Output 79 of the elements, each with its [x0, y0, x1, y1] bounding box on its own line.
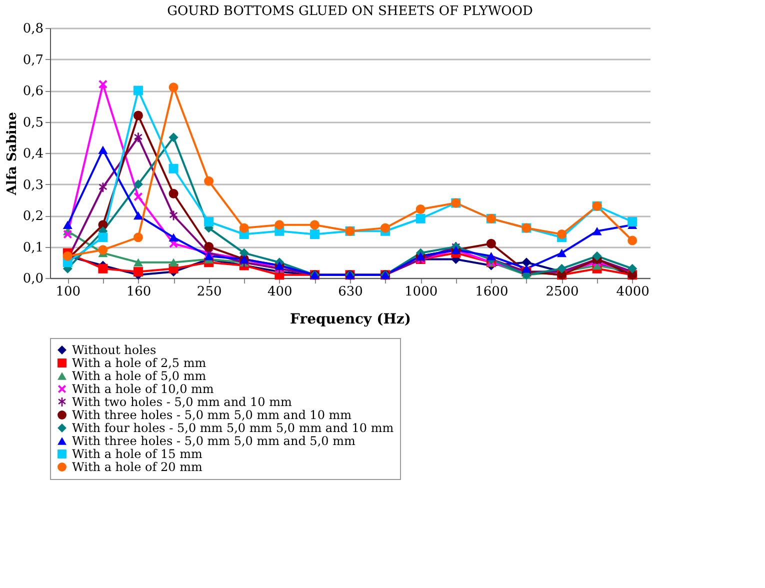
point — [310, 220, 320, 230]
point — [98, 182, 107, 192]
point — [168, 188, 178, 198]
point — [133, 86, 143, 96]
point — [239, 223, 249, 233]
point — [168, 82, 178, 92]
point — [522, 258, 532, 268]
x-tick-label: 1600 — [475, 284, 508, 300]
legend-label: With a hole of 15 mm — [72, 447, 203, 461]
point — [98, 146, 108, 154]
legend-label: Without holes — [72, 343, 156, 357]
point — [133, 110, 143, 120]
y-tick-label: 0,6 — [22, 84, 44, 99]
x-tick-label: 4000 — [616, 284, 650, 300]
point — [133, 258, 143, 266]
x-tick-label: 2500 — [546, 284, 579, 300]
legend-label: With three holes - 5,0 mm 5,0 mm and 10 mm — [72, 408, 352, 422]
y-tick-label: 0,8 — [22, 22, 44, 36]
point — [134, 132, 142, 142]
point — [204, 252, 214, 260]
point — [486, 238, 496, 248]
point — [133, 267, 143, 276]
x-tick-label: 160 — [126, 284, 152, 300]
chart-title: GOURD BOTTOMS GLUED ON SHEETS OF PLYWOOD — [167, 4, 533, 19]
point — [63, 230, 72, 239]
point — [98, 80, 108, 89]
point — [628, 264, 638, 274]
y-tick-label: 0,5 — [22, 115, 44, 130]
y-axis-title: Alfa Sabine — [4, 112, 20, 196]
y-tick-label: 0,4 — [22, 146, 44, 162]
point — [416, 214, 426, 224]
point — [168, 164, 178, 174]
x-axis-title: Frequency (Hz) — [290, 312, 411, 328]
x-tick-label: 400 — [268, 284, 292, 300]
legend-label: With a hole of 2,5 mm — [72, 356, 207, 370]
point — [204, 176, 214, 186]
point — [592, 251, 602, 261]
point — [133, 180, 143, 189]
x-tick-label: 630 — [338, 284, 363, 300]
legend-label: With a hole of 5,0 mm — [72, 369, 207, 383]
point — [416, 204, 426, 214]
y-tick-label: 0,0 — [22, 272, 44, 286]
point — [134, 192, 143, 202]
y-tick-label: 0,1 — [22, 240, 44, 256]
point — [628, 236, 638, 246]
point — [557, 264, 567, 274]
x-tick-label: 100 — [56, 284, 81, 300]
point — [133, 211, 143, 220]
point — [133, 232, 143, 242]
point — [486, 252, 496, 260]
legend-label: With a hole of 10,0 mm — [72, 382, 214, 396]
point — [522, 264, 532, 273]
legend-label: With three holes - 5,0 mm 5,0 mm and 5,0 mm — [72, 434, 356, 448]
y-tick-label: 0,3 — [22, 178, 44, 193]
point — [274, 220, 284, 230]
y-tick-label: 0,2 — [22, 209, 44, 224]
point — [98, 232, 108, 242]
point — [62, 220, 72, 229]
point — [380, 223, 390, 233]
x-tick-label: 1000 — [404, 284, 438, 300]
point — [557, 248, 567, 258]
point — [204, 217, 214, 226]
point — [628, 217, 638, 226]
legend-label: With a hole of 20 mm — [72, 460, 203, 474]
point — [310, 230, 320, 239]
point — [592, 227, 602, 236]
point — [168, 233, 178, 242]
point — [98, 264, 108, 274]
y-tick-label: 0,7 — [22, 52, 44, 68]
point — [98, 245, 108, 255]
point — [204, 242, 214, 252]
point — [557, 230, 567, 239]
point — [168, 258, 178, 266]
point — [169, 210, 178, 220]
legend-label: With four holes - 5,0 mm 5,0 mm 5,0 mm and 10 mm — [72, 421, 394, 435]
legend-label: With two holes - 5,0 mm and 10 mm — [72, 395, 293, 409]
point — [239, 248, 249, 258]
x-tick-label: 250 — [196, 284, 222, 300]
point — [168, 132, 178, 142]
